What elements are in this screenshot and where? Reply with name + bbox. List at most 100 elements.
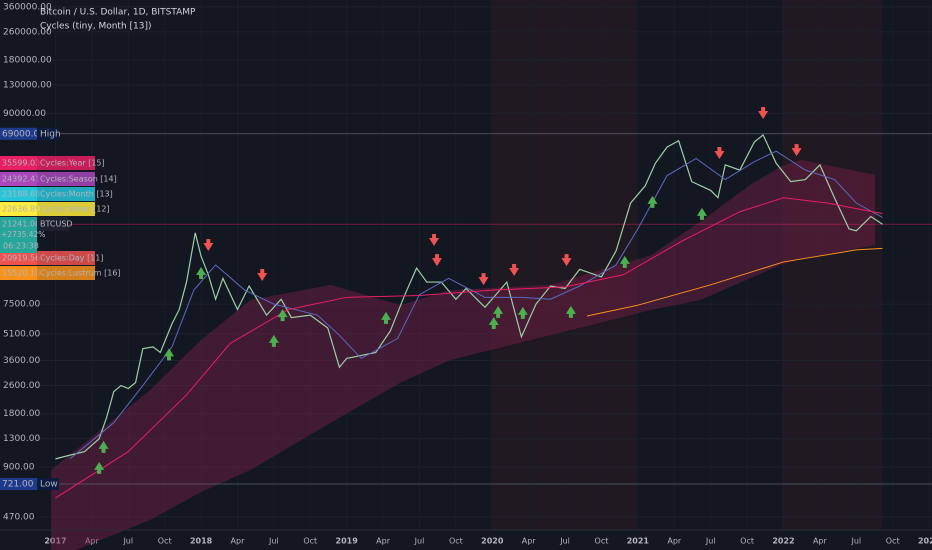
price-tag-value: 21241.00 [2,220,40,229]
sell-signal [509,264,520,277]
sell-signal [791,144,802,157]
x-tick-label: Apr [813,537,828,546]
y-tick-label: 360000.00 [3,2,52,12]
y-tick-label: 900.00 [3,462,35,472]
y-tick-label: 90000.00 [3,109,46,119]
sell-signal [561,254,572,267]
tag-value-box [0,202,37,216]
tag-value-box [0,187,37,201]
tag-value: 22636.89 [2,205,40,214]
tag-name-box [37,251,95,265]
buy-signal [647,195,658,208]
price-tag-box [0,217,37,253]
x-tick-label: 2021 [627,537,650,546]
series-line [55,197,883,499]
sell-signal [203,239,214,252]
x-tick-label: Apr [85,537,100,546]
level-tag [0,477,37,490]
x-tick-label: Jul [850,537,861,546]
tag-value-box [0,172,37,186]
price-tag-change: +2735.42% [1,230,45,239]
buy-signal [696,207,707,220]
series-line [586,247,883,317]
sell-signal [429,233,440,246]
buy-signal [493,305,504,318]
tag-value-box [0,266,37,280]
x-tick-label: Oct [886,537,900,546]
y-tick-label: 1800.00 [3,409,40,419]
buy-signal [94,461,105,474]
x-tick-label: Apr [522,537,537,546]
sell-signal [257,269,268,282]
tag-value: 35599.03 [2,159,40,168]
x-tick-label: 2018 [190,537,213,546]
series-line [69,150,883,460]
tag-value: 24392.41 [2,175,40,184]
buy-signal [488,316,499,329]
tag-name: Cycles:Month [13] [40,190,113,199]
x-tick-label: Apr [376,537,391,546]
tag-name: Cycles:Lustrum [16] [40,269,121,278]
tag-name-box [37,266,95,280]
tag-value-box [0,156,37,170]
tag-value: 23188.68 [2,190,40,199]
buy-signal [164,348,175,361]
sell-signal [758,107,769,120]
tag-value: 20919.56 [2,254,40,263]
x-tick-label: 2023 [918,537,932,546]
tag-name-box [37,172,95,186]
tag-name-box [37,156,95,170]
x-tick-label: 2019 [336,537,359,546]
level-value: 721.00 [2,479,34,489]
x-tick-label: Oct [740,537,754,546]
x-tick-label: Oct [303,537,317,546]
x-tick-label: Apr [231,537,246,546]
x-tick-label: Jul [559,537,570,546]
y-tick-label: 7500.00 [3,300,40,310]
price-tag-name-box [37,217,69,231]
x-tick-label: Oct [449,537,463,546]
buy-signal [380,311,391,324]
tag-name: Cycles:Week [12] [40,205,110,214]
x-tick-label: Oct [595,537,609,546]
level-name: High [40,129,61,139]
indicator-title: Cycles (tiny, Month [13]) [40,22,152,32]
level-name-tag [37,477,59,490]
y-tick-label: 5100.00 [3,329,40,339]
sell-signal [478,273,489,286]
x-tick-label: 2022 [772,537,794,546]
buy-signal [268,334,279,347]
x-tick-label: 2017 [44,537,66,546]
tag-value-box [0,251,37,265]
y-tick-label: 470.00 [3,512,35,522]
buy-signal [565,305,576,318]
x-tick-label: Jul [122,537,133,546]
tag-name: Cycles:Year [15] [40,159,105,168]
buy-signal [517,306,528,319]
y-tick-label: 260000.00 [3,27,52,37]
y-tick-label: 2600.00 [3,381,40,391]
sell-signal [714,147,725,160]
level-name-tag [37,127,59,140]
y-tick-label: 3600.00 [3,356,40,366]
tag-name: Cycles:Season [14] [40,175,117,184]
sell-signal [431,254,442,267]
x-tick-label: Oct [158,537,172,546]
tag-name-box [37,187,95,201]
band-area [51,159,876,550]
y-tick-label: 180000.00 [3,56,52,66]
buy-signal [196,267,207,280]
chart-title: Bitcoin / U.S. Dollar, 1D, BITSTAMP [40,8,196,18]
tag-name: Cycles:Day [11] [40,254,104,263]
tag-name-box [37,202,95,216]
x-tick-label: Jul [414,537,425,546]
buy-signal [98,440,109,453]
price-tag-name: BTCUSD [40,220,73,229]
y-tick-label: 130000.00 [3,81,52,91]
session-shade [782,0,882,530]
x-tick-label: Jul [268,537,279,546]
buy-signal [619,255,630,268]
